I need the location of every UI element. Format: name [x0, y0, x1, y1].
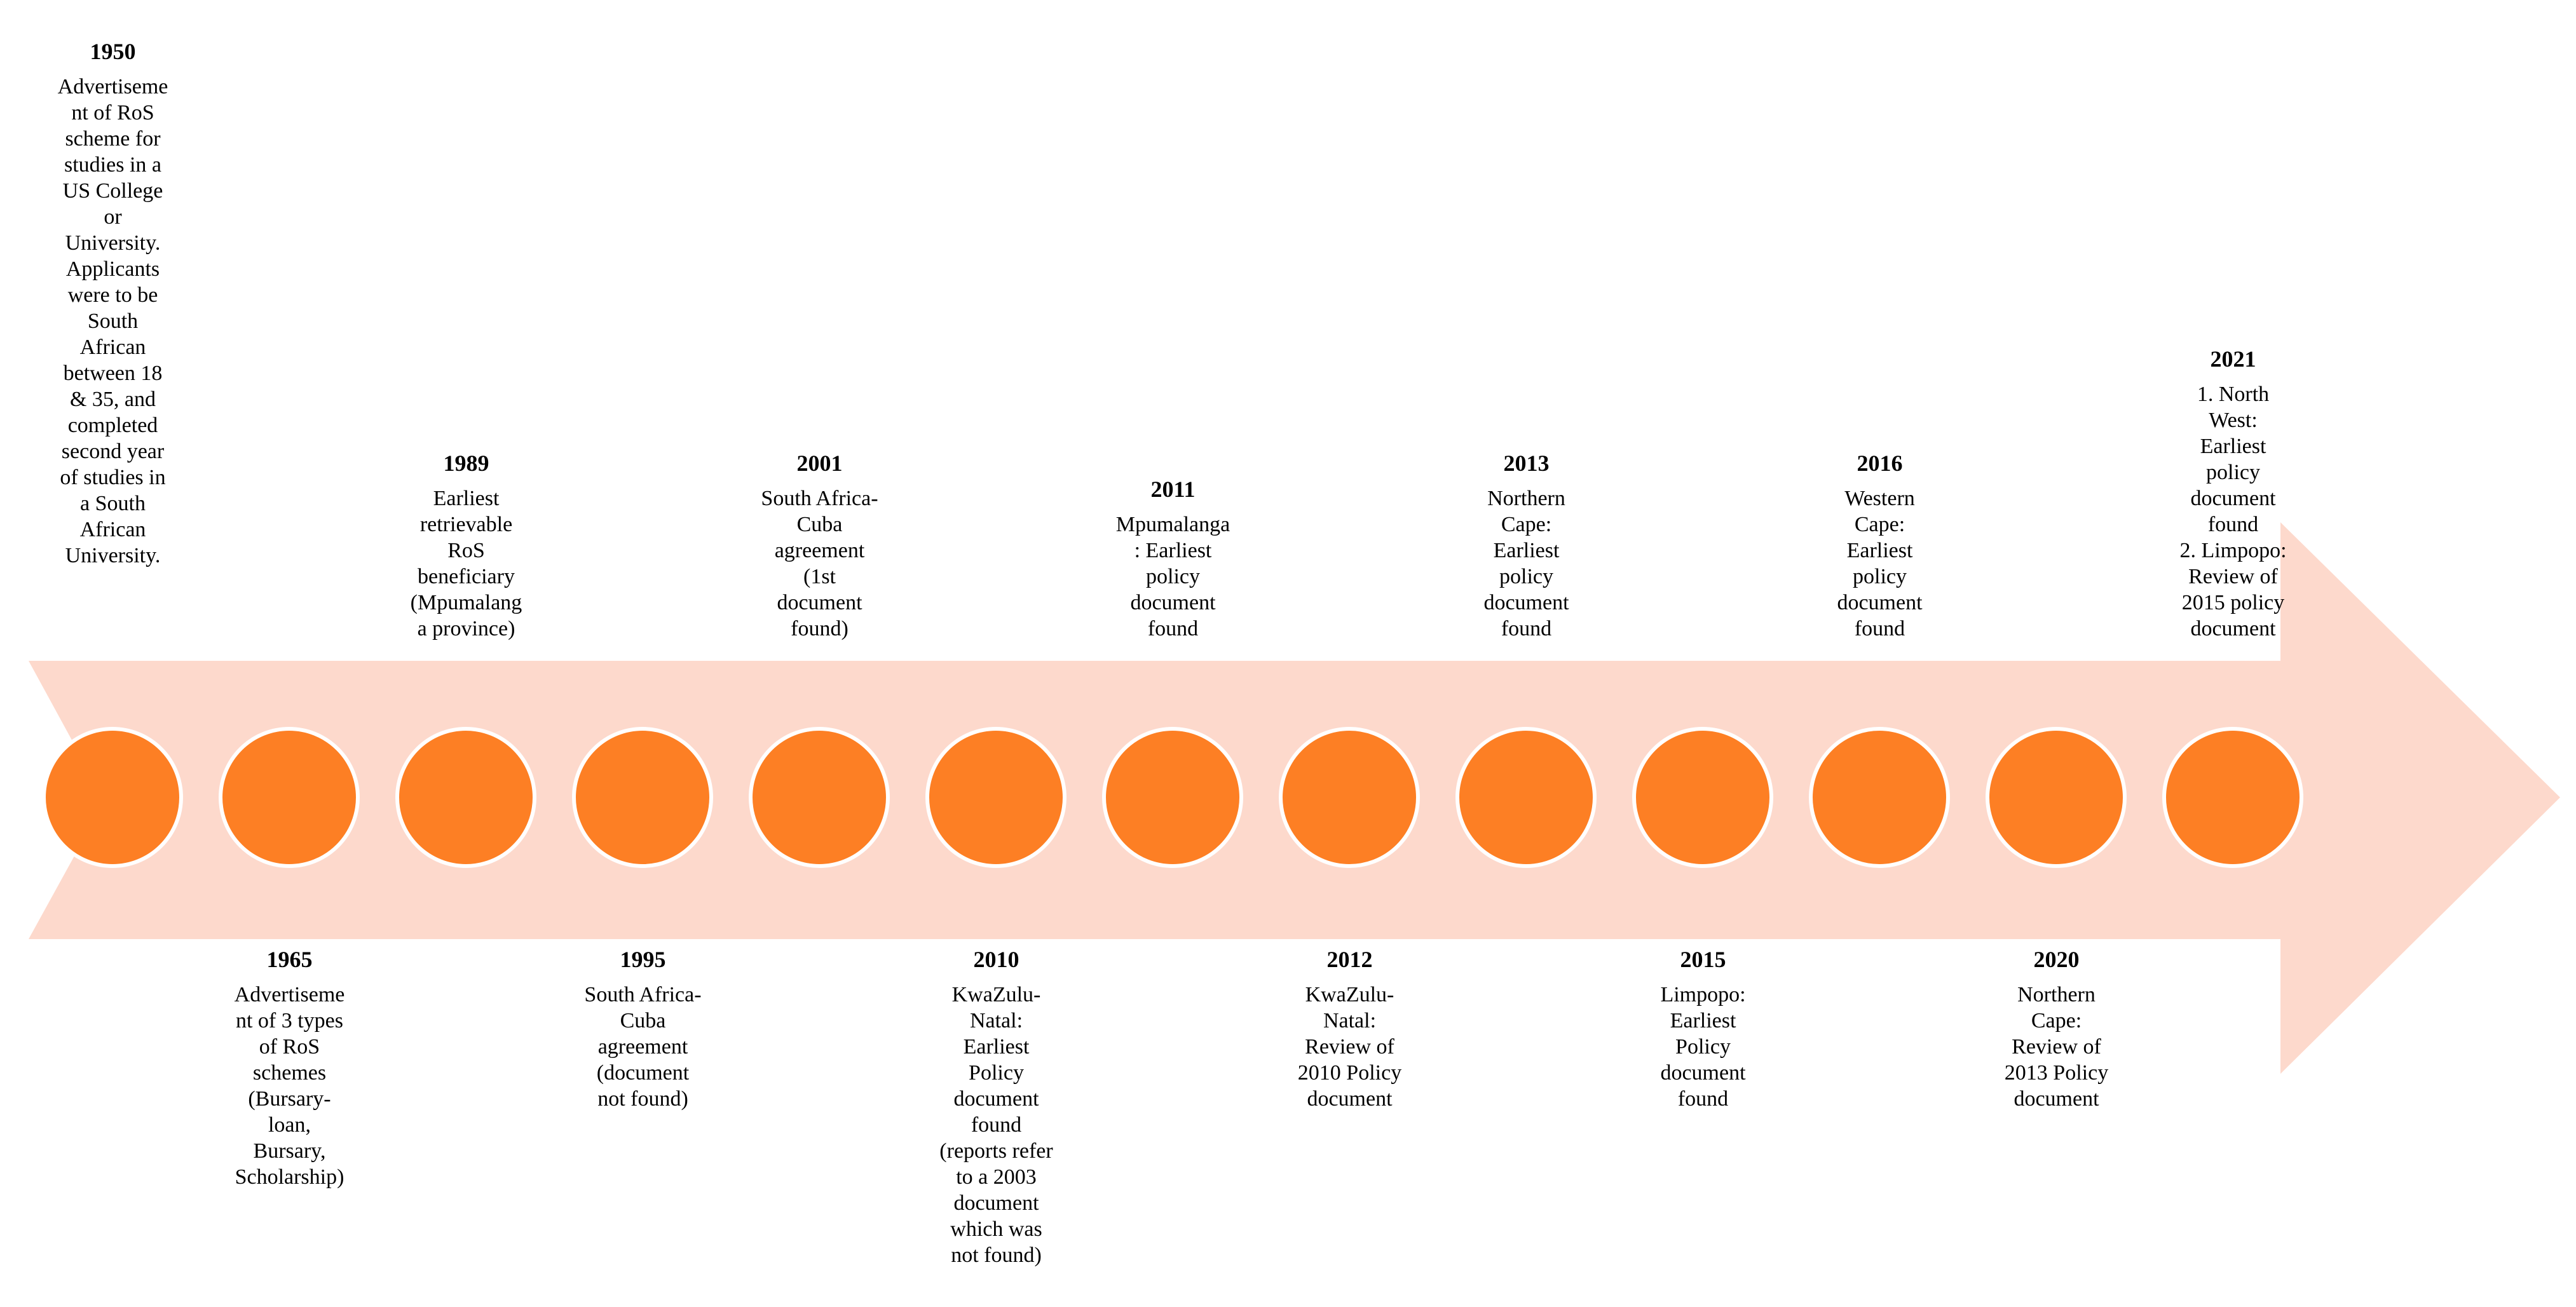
timeline-node-2013	[1455, 727, 1597, 868]
timeline-node-2001	[749, 727, 890, 868]
timeline-node-1965	[219, 727, 360, 868]
timeline-node-2021	[2162, 727, 2303, 868]
timeline-node-2015	[1632, 727, 1773, 868]
timeline-event-1965: 1965 Advertiseme nt of 3 types of RoS sch…	[224, 947, 355, 1190]
event-description: KwaZulu- Natal: Earliest Policy document…	[939, 983, 1053, 1267]
timeline-node-1989	[395, 727, 536, 868]
timeline-event-2021: 2021 1. North West: Earliest policy docum…	[2168, 346, 2298, 642]
event-year: 2016	[1857, 450, 1903, 476]
timeline-event-1950: 1950 Advertiseme nt of RoS scheme for stu…	[48, 39, 178, 569]
event-year: 1965	[266, 947, 313, 972]
event-year: 2020	[2033, 947, 2080, 972]
event-description: Advertiseme nt of 3 types of RoS schemes…	[234, 983, 345, 1189]
timeline-event-1989: 1989 Earliest retrievable RoS beneficiary…	[401, 450, 531, 642]
timeline-event-2012: 2012 KwaZulu- Natal: Review of 2010 Polic…	[1285, 947, 1415, 1112]
event-year: 2010	[973, 947, 1019, 972]
event-description: Limpopo: Earliest Policy document found	[1660, 983, 1746, 1111]
event-description: Mpumalanga : Earliest policy document fo…	[1115, 513, 1230, 640]
event-year: 2015	[1680, 947, 1726, 972]
timeline-event-2015: 2015 Limpopo: Earliest Policy document fo…	[1638, 947, 1768, 1112]
timeline-node-1995	[572, 727, 713, 868]
timeline-node-2010	[925, 727, 1067, 868]
timeline-event-2016: 2016 Western Cape: Earliest policy docume…	[1815, 450, 1945, 642]
timeline-node-2011	[1102, 727, 1243, 868]
timeline-node-2020	[1986, 727, 2127, 868]
timeline-event-1995: 1995 South Africa- Cuba agreement (docume…	[578, 947, 708, 1112]
event-year: 2021	[2210, 346, 2256, 372]
timeline-nodes	[42, 727, 2303, 868]
timeline-node-2016	[1809, 727, 1950, 868]
event-year: 2012	[1326, 947, 1373, 972]
timeline-event-2020: 2020 Northern Cape: Review of 2013 Policy…	[1991, 947, 2122, 1112]
event-year: 2011	[1150, 477, 1196, 502]
event-description: South Africa- Cuba agreement (document n…	[584, 983, 702, 1111]
event-description: KwaZulu- Natal: Review of 2010 Policy do…	[1297, 983, 1402, 1111]
event-description: South Africa- Cuba agreement (1st docume…	[761, 487, 878, 640]
timeline-event-2010: 2010 KwaZulu- Natal: Earliest Policy docu…	[931, 947, 1061, 1268]
event-year: 1995	[620, 947, 666, 972]
event-description: Western Cape: Earliest policy document f…	[1837, 487, 1923, 640]
timeline-event-2013: 2013 Northern Cape: Earliest policy docum…	[1461, 450, 1591, 642]
timeline-event-2001: 2001 South Africa- Cuba agreement (1st do…	[754, 450, 885, 642]
timeline-event-2011: 2011 Mpumalanga : Earliest policy documen…	[1108, 477, 1238, 642]
event-year: 1989	[443, 450, 489, 476]
event-year: 2013	[1503, 450, 1550, 476]
event-description: Advertiseme nt of RoS scheme for studies…	[57, 75, 168, 567]
event-year: 2001	[796, 450, 843, 476]
timeline-node-2012	[1279, 727, 1420, 868]
timeline-node-1950	[42, 727, 183, 868]
event-year: 1950	[90, 39, 136, 64]
event-description: Earliest retrievable RoS beneficiary (Mp…	[410, 487, 522, 640]
event-description: Northern Cape: Review of 2013 Policy doc…	[2004, 983, 2109, 1111]
event-description: Northern Cape: Earliest policy document …	[1483, 487, 1569, 640]
event-description: 1. North West: Earliest policy document …	[2179, 383, 2287, 640]
